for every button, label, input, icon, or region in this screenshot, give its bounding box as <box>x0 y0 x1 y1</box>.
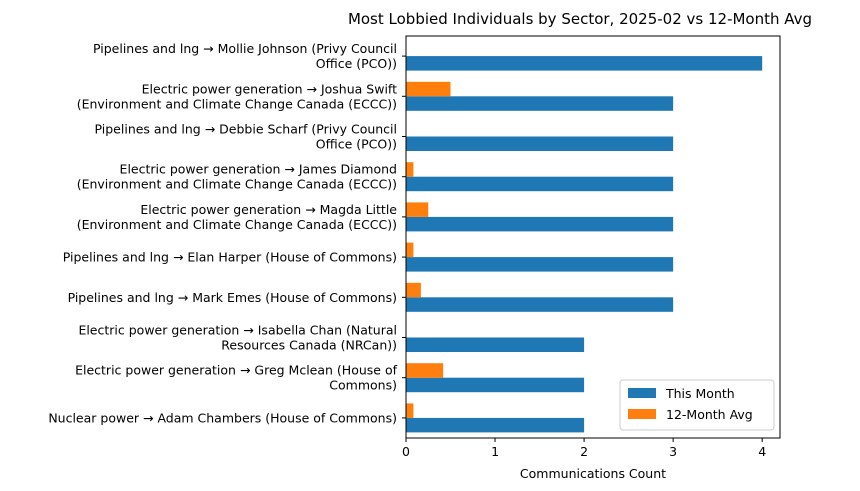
legend-swatch-this-month <box>628 388 656 398</box>
category-label: Office (PCO)) <box>316 56 397 71</box>
category-label: (Environment and Climate Change Canada (… <box>77 217 397 232</box>
bar-this-month <box>406 417 585 433</box>
chart-title: Most Lobbied Individuals by Sector, 2025… <box>348 10 812 28</box>
category-label: Pipelines and lng → Mollie Johnson (Priv… <box>93 41 397 56</box>
bar-12-month-avg <box>406 162 414 177</box>
bar-this-month <box>406 56 763 71</box>
bar-this-month <box>406 136 674 151</box>
legend-swatch-12-month-avg <box>628 409 656 419</box>
category-label: Electric power generation → Magda Little <box>140 202 397 217</box>
legend-label: This Month <box>665 386 735 401</box>
bar-this-month <box>406 297 674 312</box>
bar-this-month <box>406 337 585 352</box>
x-tick-label: 0 <box>402 444 410 459</box>
bar-12-month-avg <box>406 81 451 97</box>
x-ticks: 0 1 2 3 4 <box>402 438 766 459</box>
x-tick-label: 2 <box>580 444 588 459</box>
bar-12-month-avg <box>406 282 421 298</box>
plot-frame <box>405 35 781 439</box>
category-label: Electric power generation → Greg Mclean … <box>75 363 397 378</box>
legend-label: 12-Month Avg <box>666 407 753 422</box>
bar-this-month <box>406 257 674 272</box>
category-label: Nuclear power → Adam Chambers (House of … <box>48 410 397 425</box>
x-tick-label: 3 <box>669 444 677 459</box>
category-label: Pipelines and lng → Elan Harper (House o… <box>63 250 397 265</box>
category-labels: Pipelines and lng → Mollie Johnson (Priv… <box>48 41 397 425</box>
bar-this-month <box>406 176 674 192</box>
bar-this-month <box>406 377 585 393</box>
x-axis-label: Communications Count <box>520 466 666 481</box>
x-tick-label: 4 <box>758 444 766 459</box>
bars-layer <box>406 56 763 433</box>
category-label: Pipelines and lng → Mark Emes (House of … <box>68 290 397 305</box>
category-label: Resources Canada (NRCan)) <box>221 338 397 353</box>
category-label: Commons) <box>329 378 397 393</box>
bar-12-month-avg <box>406 403 414 418</box>
category-label: Electric power generation → Isabella Cha… <box>78 323 397 338</box>
legend: This Month 12-Month Avg <box>619 379 775 431</box>
bar-12-month-avg <box>406 202 429 217</box>
category-label: (Environment and Climate Change Canada (… <box>77 177 397 192</box>
x-tick-label: 1 <box>491 444 499 459</box>
bar-12-month-avg <box>406 242 414 258</box>
bar-12-month-avg <box>406 363 444 378</box>
bar-this-month <box>406 216 674 232</box>
bar-this-month <box>406 96 674 111</box>
category-label: (Environment and Climate Change Canada (… <box>77 96 397 111</box>
category-label: Office (PCO)) <box>316 137 397 152</box>
axes <box>402 35 781 439</box>
category-label: Electric power generation → James Diamon… <box>120 162 397 177</box>
legend-box <box>619 379 775 431</box>
category-label: Pipelines and lng → Debbie Scharf (Privy… <box>95 122 397 137</box>
category-label: Electric power generation → Joshua Swift <box>142 81 397 96</box>
